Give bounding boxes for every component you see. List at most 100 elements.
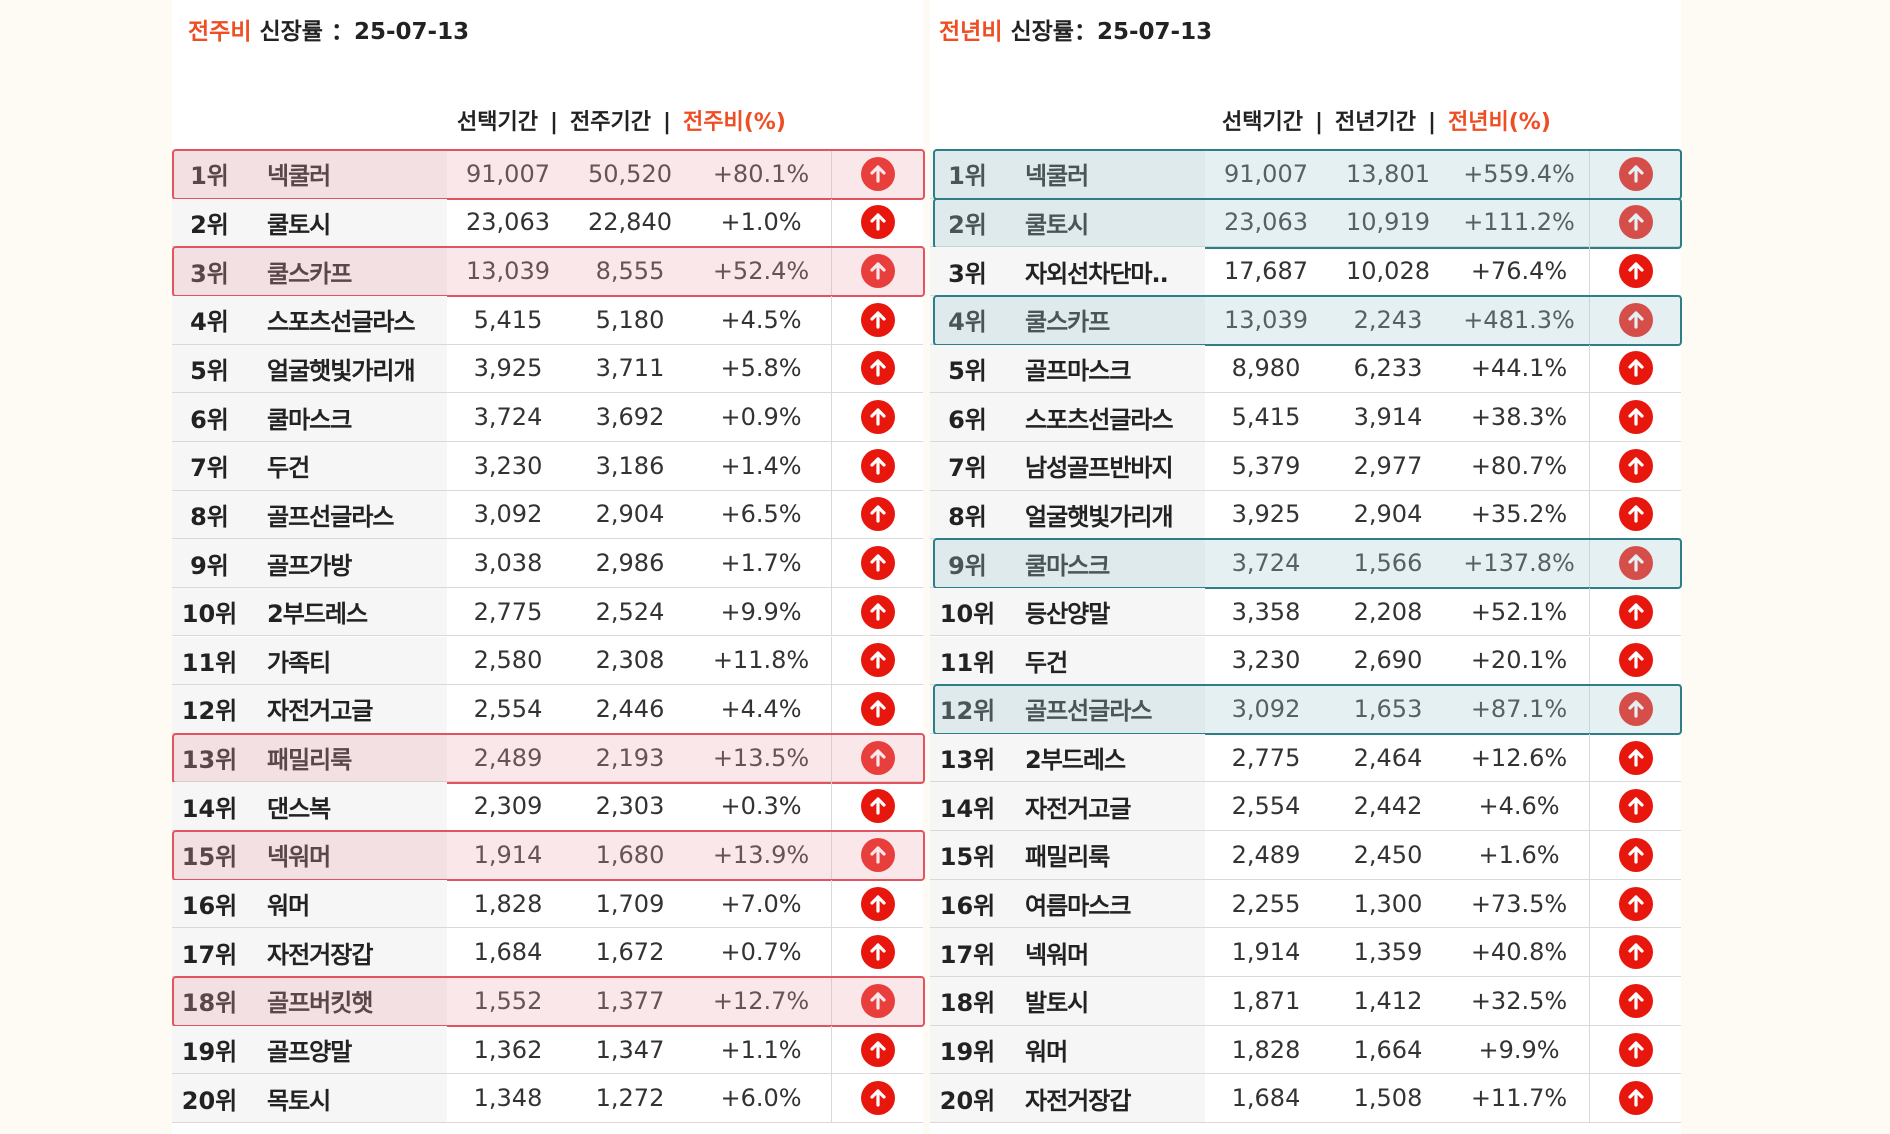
compare-period-value: 1,272 xyxy=(595,1084,665,1113)
row-label-background xyxy=(172,150,447,198)
table-row[interactable]: 18위 발토시 1,871 1,412 +32.5% xyxy=(930,977,1681,1026)
arrow-up-circle-icon xyxy=(860,400,895,435)
table-row[interactable]: 20위 목토시 1,348 1,272 +6.0% xyxy=(172,1074,923,1123)
row-label-background xyxy=(172,831,447,879)
yoy-title-accent: 전년비 xyxy=(939,19,1003,45)
table-row[interactable]: 20위 자전거장갑 1,684 1,508 +11.7% xyxy=(930,1074,1681,1123)
keyword-cell: 쿨마스크 xyxy=(267,405,352,434)
row-label-background xyxy=(930,636,1205,685)
rank-cell: 3위 xyxy=(948,259,987,288)
rank-cell: 16위 xyxy=(181,892,238,921)
keyword-cell: 워머 xyxy=(1025,1038,1068,1066)
compare-period-value: 10,028 xyxy=(1346,257,1430,286)
row-label-background xyxy=(172,295,447,344)
growth-pct-value: +1.6% xyxy=(1478,840,1560,869)
growth-pct-value: +52.4% xyxy=(712,257,810,286)
table-row[interactable]: 3위 쿨스카프 13,039 8,555 +52.4% xyxy=(172,247,923,296)
trend-cell xyxy=(831,344,923,393)
table-row[interactable]: 5위 얼굴햇빛가리개 3,925 3,711 +5.8% xyxy=(172,344,923,394)
growth-pct-value: +12.6% xyxy=(1470,743,1568,772)
table-row[interactable]: 15위 패밀리룩 2,489 2,450 +1.6% xyxy=(930,831,1681,880)
table-row[interactable]: 14위 자전거고글 2,554 2,442 +4.6% xyxy=(930,782,1681,832)
selected-period-value: 2,580 xyxy=(473,646,543,675)
trend-cell xyxy=(1589,587,1681,636)
trend-cell xyxy=(1589,977,1681,1025)
trend-cell xyxy=(831,733,923,782)
compare-period-value: 2,442 xyxy=(1353,792,1423,821)
table-row[interactable]: 18위 골프버킷햇 1,552 1,377 +12.7% xyxy=(172,977,923,1026)
table-row[interactable]: 2위 쿨토시 23,063 10,919 +111.2% xyxy=(930,198,1681,248)
table-row[interactable]: 6위 스포츠선글라스 5,415 3,914 +38.3% xyxy=(930,393,1681,442)
trend-cell xyxy=(831,150,923,198)
table-row[interactable]: 1위 넥쿨러 91,007 50,520 +80.1% xyxy=(172,150,923,199)
table-row[interactable]: 1위 넥쿨러 91,007 13,801 +559.4% xyxy=(930,150,1681,199)
table-row[interactable]: 11위 두건 3,230 2,690 +20.1% xyxy=(930,636,1681,686)
compare-period-value: 2,904 xyxy=(595,500,665,529)
table-row[interactable]: 15위 넥워머 1,914 1,680 +13.9% xyxy=(172,831,923,880)
row-label-background xyxy=(930,150,1205,198)
table-row[interactable]: 4위 쿨스카프 13,039 2,243 +481.3% xyxy=(930,295,1681,345)
table-row[interactable]: 10위 등산양말 3,358 2,208 +52.1% xyxy=(930,587,1681,637)
trend-cell xyxy=(831,198,923,247)
table-row[interactable]: 19위 골프양말 1,362 1,347 +1.1% xyxy=(172,1025,923,1075)
col-previous-week: 전주기간 xyxy=(570,110,651,135)
table-row[interactable]: 10위 2부드레스 2,775 2,524 +9.9% xyxy=(172,587,923,637)
growth-pct-value: +35.2% xyxy=(1470,500,1568,529)
compare-period-value: 1,653 xyxy=(1353,694,1423,723)
table-row[interactable]: 7위 남성골프반바지 5,379 2,977 +80.7% xyxy=(930,441,1681,491)
row-label-background xyxy=(172,587,447,636)
table-row[interactable]: 8위 골프선글라스 3,092 2,904 +6.5% xyxy=(172,490,923,540)
table-row[interactable]: 11위 가족티 2,580 2,308 +11.8% xyxy=(172,636,923,686)
table-row[interactable]: 12위 골프선글라스 3,092 1,653 +87.1% xyxy=(930,685,1681,734)
table-row[interactable]: 3위 자외선차단마.. 17,687 10,028 +76.4% xyxy=(930,247,1681,296)
table-row[interactable]: 16위 워머 1,828 1,709 +7.0% xyxy=(172,879,923,929)
rank-cell: 20위 xyxy=(181,1086,238,1115)
selected-period-value: 1,914 xyxy=(473,840,543,869)
table-row[interactable]: 13위 2부드레스 2,775 2,464 +12.6% xyxy=(930,733,1681,783)
compare-period-value: 1,508 xyxy=(1353,1084,1423,1113)
table-row[interactable]: 2위 쿨토시 23,063 22,840 +1.0% xyxy=(172,198,923,248)
selected-period-value: 1,362 xyxy=(473,1035,543,1064)
rank-cell: 2위 xyxy=(948,210,987,239)
keyword-cell: 넥워머 xyxy=(1025,940,1089,969)
keyword-cell: 가족티 xyxy=(267,648,331,677)
trend-cell xyxy=(1589,1025,1681,1074)
table-row[interactable]: 8위 얼굴햇빛가리개 3,925 2,904 +35.2% xyxy=(930,490,1681,540)
selected-period-value: 13,039 xyxy=(466,257,550,286)
table-row[interactable]: 19위 워머 1,828 1,664 +9.9% xyxy=(930,1025,1681,1075)
table-row[interactable]: 12위 자전거고글 2,554 2,446 +4.4% xyxy=(172,685,923,734)
arrow-up-circle-icon xyxy=(860,254,895,289)
row-label-background xyxy=(930,879,1205,928)
selected-period-value: 3,092 xyxy=(473,500,543,529)
selected-period-value: 2,309 xyxy=(473,792,543,821)
row-label-background xyxy=(172,198,447,247)
table-row[interactable]: 14위 댄스복 2,309 2,303 +0.3% xyxy=(172,782,923,832)
rank-cell: 8위 xyxy=(948,502,987,531)
row-label-background xyxy=(172,733,447,782)
rank-cell: 15위 xyxy=(181,843,238,872)
row-label-background xyxy=(172,928,447,977)
rank-cell: 11위 xyxy=(939,648,996,677)
selected-period-value: 91,007 xyxy=(466,159,550,188)
rank-cell: 7위 xyxy=(948,454,987,483)
selected-period-value: 3,092 xyxy=(1231,694,1301,723)
wow-column-header: 선택기간 | 전주기간 | 전주비(%) xyxy=(457,104,786,135)
selected-period-value: 13,039 xyxy=(1224,305,1308,334)
table-row[interactable]: 6위 쿨마스크 3,724 3,692 +0.9% xyxy=(172,393,923,442)
compare-period-value: 1,680 xyxy=(595,840,665,869)
table-row[interactable]: 16위 여름마스크 2,255 1,300 +73.5% xyxy=(930,879,1681,929)
table-row[interactable]: 9위 쿨마스크 3,724 1,566 +137.8% xyxy=(930,539,1681,588)
arrow-up-circle-icon xyxy=(1618,594,1653,629)
table-row[interactable]: 9위 골프가방 3,038 2,986 +1.7% xyxy=(172,539,923,588)
table-row[interactable]: 17위 자전거장갑 1,684 1,672 +0.7% xyxy=(172,928,923,978)
table-row[interactable]: 7위 두건 3,230 3,186 +1.4% xyxy=(172,441,923,491)
growth-pct-value: +9.9% xyxy=(1478,1035,1560,1064)
rank-cell: 1위 xyxy=(948,162,987,191)
growth-pct-value: +80.7% xyxy=(1470,451,1568,480)
table-row[interactable]: 5위 골프마스크 8,980 6,233 +44.1% xyxy=(930,344,1681,394)
row-label-background xyxy=(172,393,447,441)
growth-pct-value: +481.3% xyxy=(1463,305,1575,334)
table-row[interactable]: 17위 넥워머 1,914 1,359 +40.8% xyxy=(930,928,1681,978)
table-row[interactable]: 13위 패밀리룩 2,489 2,193 +13.5% xyxy=(172,733,923,783)
table-row[interactable]: 4위 스포츠선글라스 5,415 5,180 +4.5% xyxy=(172,295,923,345)
